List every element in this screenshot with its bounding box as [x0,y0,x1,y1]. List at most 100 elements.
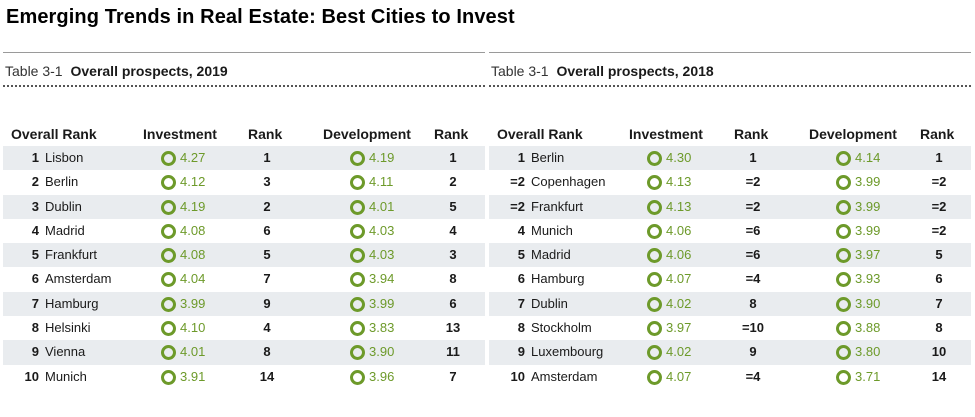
investment-rank: 9 [263,295,271,311]
investment-score: 4.02 [647,345,691,361]
overall-rank: 4 [517,222,525,238]
table-row: 6 Amsterdam 4.04 7 3.94 8 [3,267,485,291]
circle-icon [161,175,176,191]
circle-icon [350,151,365,166]
development-rank: 11 [446,344,460,360]
city-name: Amsterdam [531,368,598,384]
development-value: 4.14 [855,150,881,165]
circle-icon [350,296,365,312]
development-value: 3.99 [369,295,395,311]
investment-value: 4.08 [180,222,206,238]
development-score: 4.03 [350,223,394,239]
circle-icon [836,369,851,385]
development-rank: 5 [935,247,943,263]
table-row: 10 Munich 3.91 14 3.96 7 [3,365,485,389]
development-rank: 8 [449,271,457,287]
overall-rank: =2 [510,174,525,190]
table-number: Table 3-1 [491,63,549,79]
development-score: 4.01 [350,199,394,215]
investment-rank: 3 [263,174,271,190]
overall-rank: 8 [31,320,39,336]
city-name: Hamburg [45,295,99,311]
investment-rank: 9 [749,344,757,360]
investment-value: 4.12 [180,174,206,190]
overall-rank: 10 [510,368,525,384]
development-value: 3.93 [855,271,881,287]
overall-rank: 9 [31,344,39,360]
investment-value: 4.27 [180,150,206,165]
circle-icon [836,345,851,361]
investment-value: 4.02 [666,295,692,311]
overall-rank: =2 [510,198,525,214]
development-rank: 2 [449,174,457,190]
table-title: Overall prospects, 2018 [556,63,714,79]
city-name: Madrid [45,222,85,238]
dotted-divider [489,85,971,87]
circle-icon [647,248,662,264]
circle-icon [350,321,365,337]
header-rank-investment: Rank [248,126,283,142]
development-value: 3.97 [855,247,881,263]
development-value: 3.88 [855,320,881,336]
development-rank: 6 [935,271,943,287]
page-title: Emerging Trends in Real Estate: Best Cit… [6,6,515,28]
investment-rank: 6 [263,222,271,238]
circle-icon [836,296,851,312]
investment-value: 4.08 [180,247,206,263]
table-row: 1 Berlin 4.30 1 4.14 1 [489,146,971,171]
development-rank: =2 [931,222,947,238]
city-name: Munich [45,368,87,384]
city-name: Stockholm [531,320,592,336]
circle-icon [161,296,176,312]
development-value: 3.94 [369,271,395,287]
divider [3,52,485,53]
circle-icon [161,369,176,385]
investment-score: 3.97 [647,321,691,337]
investment-score: 4.13 [647,175,691,191]
circle-icon [647,151,662,166]
investment-score: 4.01 [161,344,206,361]
header-development: Development [323,126,411,142]
investment-rank: =6 [745,222,761,238]
circle-icon [647,272,662,288]
development-value: 3.71 [855,368,881,384]
investment-rank: =6 [745,247,761,263]
investment-rank: 1 [749,150,757,165]
overall-rank: 10 [24,368,39,384]
city-name: Copenhagen [531,174,606,190]
circle-icon [350,272,365,288]
circle-icon [161,151,176,166]
investment-value: 4.01 [180,344,206,360]
circle-icon [647,345,662,361]
development-rank: =2 [931,198,947,214]
city-name: Berlin [45,174,79,190]
investment-rank: 14 [259,368,275,384]
divider [489,52,971,53]
table-number: Table 3-1 [5,63,63,79]
table-row: 7 Hamburg 3.99 9 3.99 6 [3,291,485,317]
development-rank: 8 [935,320,943,336]
overall-rank: 6 [31,271,39,287]
development-value: 3.99 [855,222,881,238]
overall-rank: 5 [31,247,39,263]
development-score: 4.14 [836,151,880,166]
investment-score: 3.91 [161,369,205,385]
development-value: 3.90 [855,295,881,311]
investment-rank: 4 [263,320,271,336]
investment-value: 4.04 [180,271,206,287]
city-name: Madrid [531,247,571,263]
investment-score: 3.99 [161,296,205,312]
overall-rank: 7 [517,295,525,311]
investment-score: 4.04 [161,271,206,288]
circle-icon [647,175,662,191]
city-name: Helsinki [45,320,91,336]
investment-value: 4.19 [180,198,206,214]
investment-value: 4.06 [666,247,692,263]
circle-icon [161,272,176,288]
investment-score: 4.08 [161,222,206,239]
development-value: 3.80 [855,344,881,360]
investment-value: 4.06 [666,222,692,238]
table-title: Overall prospects, 2019 [70,63,228,79]
table-row: 5 Frankfurt 4.08 5 4.03 3 [3,243,485,268]
development-score: 3.80 [836,344,881,361]
